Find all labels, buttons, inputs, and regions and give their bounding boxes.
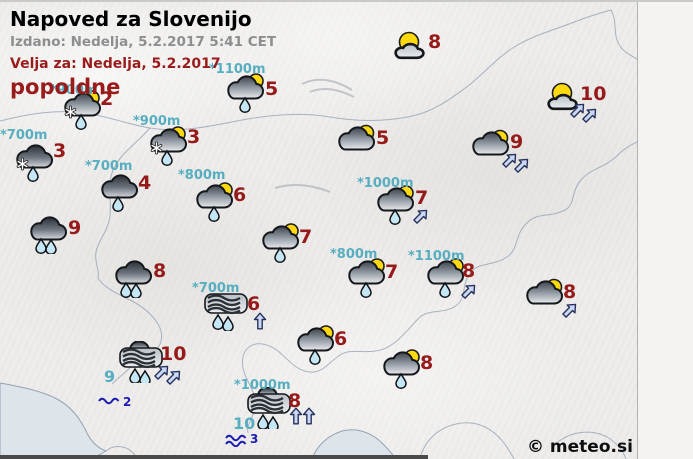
border-croatia — [241, 126, 659, 434]
temperature-label: 8 — [420, 352, 434, 374]
rain2-icon — [28, 214, 68, 255]
sleet-icon — [14, 142, 54, 182]
fog-cloud-rain-icon — [246, 386, 292, 432]
sea-temperature-label: 10 — [233, 414, 256, 433]
temperature-label: 7 — [415, 187, 429, 209]
sun-cloud-icon — [390, 30, 428, 60]
rain-sun-icon — [346, 258, 386, 298]
map-right-margin — [637, 0, 693, 459]
wave-icon — [98, 396, 122, 405]
wave-height-value: 3 — [250, 432, 259, 446]
temperature-label: 7 — [385, 261, 399, 283]
valid-for-label: Velja za: Nedelja, 5.2.2017 — [10, 55, 221, 72]
altitude-label: *1100m — [408, 249, 465, 264]
temperature-label: 6 — [247, 293, 261, 315]
temperature-label: 2 — [100, 88, 114, 110]
temperature-label: 8 — [462, 260, 476, 282]
sea-bay — [311, 429, 397, 459]
wind-arrow-n-icon — [299, 406, 319, 426]
coast-kvarner-2 — [557, 431, 627, 459]
wind-arrow-ne-icon — [580, 105, 600, 125]
rain-sun-icon — [260, 223, 300, 263]
rain-sun-icon — [194, 182, 234, 222]
cloud-sun-icon — [336, 124, 376, 154]
rain-sun-icon — [375, 185, 415, 225]
ridge-mark — [309, 88, 355, 98]
fog-rain-icon — [203, 291, 249, 332]
sleet-sun-icon — [148, 126, 188, 166]
temperature-label: 8 — [153, 260, 167, 282]
temperature-label: 5 — [265, 78, 279, 100]
border-austria — [0, 9, 612, 131]
page-title: Napoved za Slovenijo — [10, 7, 252, 31]
border-italy — [95, 127, 151, 279]
rain2-icon — [113, 258, 153, 299]
altitude-label: *900m — [50, 83, 98, 98]
wave-height-marker: 2 — [98, 396, 131, 408]
sleet-sun-icon — [62, 90, 102, 130]
altitude-label: *800m — [178, 168, 226, 183]
issued-label: Izdano: Nedelja, 5.2.2017 5:41 CET — [10, 34, 277, 50]
altitude-label: *900m — [133, 114, 181, 129]
map-bottom-bar — [0, 455, 428, 459]
temperature-label: 6 — [334, 328, 348, 350]
wind-arrow-n-icon — [286, 406, 306, 426]
temperature-label: 6 — [233, 184, 247, 206]
temperature-label: 4 — [138, 172, 152, 194]
rain-sun-icon — [425, 258, 465, 298]
wave-height-marker: 3 — [225, 432, 259, 448]
temperature-label: 5 — [376, 127, 390, 149]
temperature-label: 9 — [510, 131, 524, 153]
wind-arrow-ne-icon — [568, 100, 588, 120]
fog-cloud-rain-icon — [118, 340, 164, 386]
rain-icon — [99, 172, 139, 212]
temperature-label: 8 — [288, 390, 302, 412]
altitude-label: *1000m — [234, 378, 291, 393]
temperature-label: 9 — [68, 217, 82, 239]
ridge-mark — [274, 184, 331, 193]
altitude-label: *800m — [330, 247, 378, 262]
rain-sun-icon — [295, 325, 335, 365]
altitude-label: *700m — [0, 128, 48, 143]
wind-arrow-ne-icon — [152, 362, 172, 382]
wind-arrow-ne-icon — [164, 367, 184, 387]
wind-arrow-ne-icon — [512, 155, 532, 175]
wind-arrow-ne-icon — [411, 206, 431, 226]
ridge-mark — [301, 78, 353, 91]
wave-height-value: 2 — [123, 395, 132, 409]
wind-arrow-n-icon — [250, 311, 270, 331]
temperature-label: 10 — [160, 343, 187, 365]
rain-sun-icon — [381, 349, 421, 389]
sea-adriatic — [0, 382, 108, 459]
temperature-label: 8 — [563, 281, 577, 303]
sea-temperature-label: 9 — [104, 367, 116, 386]
sun-cloud-icon — [543, 81, 581, 111]
copyright-label: © meteo.si — [527, 437, 633, 457]
temperature-label: 8 — [428, 31, 442, 53]
coast-kvarner-1 — [419, 422, 515, 459]
altitude-label: *1100m — [209, 62, 266, 77]
period-label: popoldne — [10, 74, 121, 99]
temperature-label: 3 — [187, 126, 201, 148]
map-top-border — [0, 0, 693, 2]
altitude-label: *700m — [85, 159, 133, 174]
rain-sun-icon — [225, 73, 265, 113]
forecast-header: Napoved za Slovenijo Izdano: Nedelja, 5.… — [10, 8, 276, 99]
altitude-label: *1000m — [357, 176, 414, 191]
wind-arrow-ne-icon — [560, 300, 580, 320]
cloud-sun-icon — [470, 129, 510, 159]
wave-icon — [225, 433, 249, 448]
temperature-label: 10 — [580, 83, 607, 105]
wind-arrow-ne-icon — [500, 150, 520, 170]
temperature-label: 3 — [53, 140, 67, 162]
temperature-label: 7 — [299, 226, 313, 248]
wind-arrow-ne-icon — [459, 281, 479, 301]
altitude-label: *700m — [192, 281, 240, 296]
cloud-sun-icon — [524, 278, 564, 308]
